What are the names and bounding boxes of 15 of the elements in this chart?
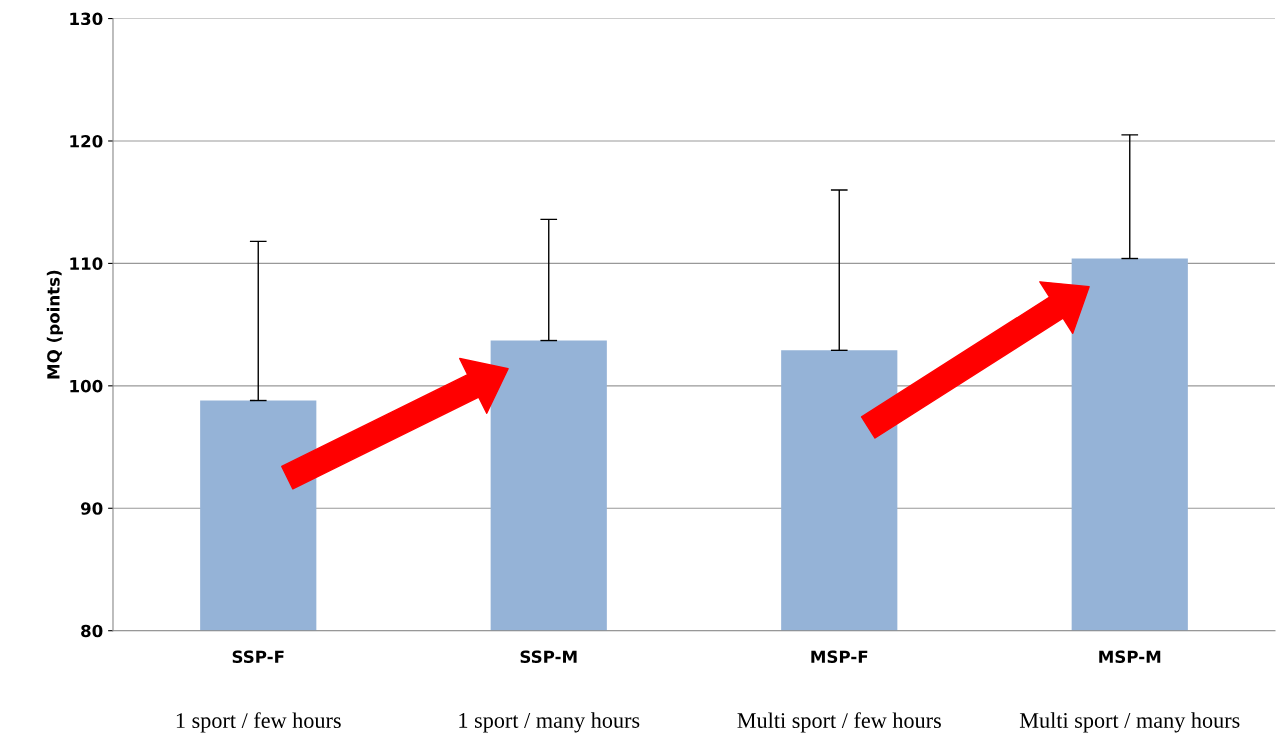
y-tick-label: 120 — [70, 134, 103, 148]
y-tick-label: 80 — [81, 624, 103, 638]
text: 1 sport / many hours — [459, 712, 640, 733]
x-tick-label: SSP-F — [232, 650, 284, 664]
text: Multi sport / many hours — [1019, 712, 1240, 733]
y-axis-title: MQ (points) — [46, 270, 63, 379]
x-tick-label: MSP-F — [811, 650, 868, 664]
text: Multi sport / few hours — [737, 712, 941, 733]
y-tick-label: 130 — [70, 12, 103, 26]
y-tick-label: 90 — [80, 502, 103, 515]
y-tick-label: 110 — [70, 257, 103, 270]
x-tick-label: SSP-M — [520, 650, 577, 664]
y-tick-label: 100 — [70, 379, 103, 393]
x-tick-label: MSP-M — [1099, 650, 1161, 664]
text: 1 sport / few hours — [176, 712, 341, 733]
